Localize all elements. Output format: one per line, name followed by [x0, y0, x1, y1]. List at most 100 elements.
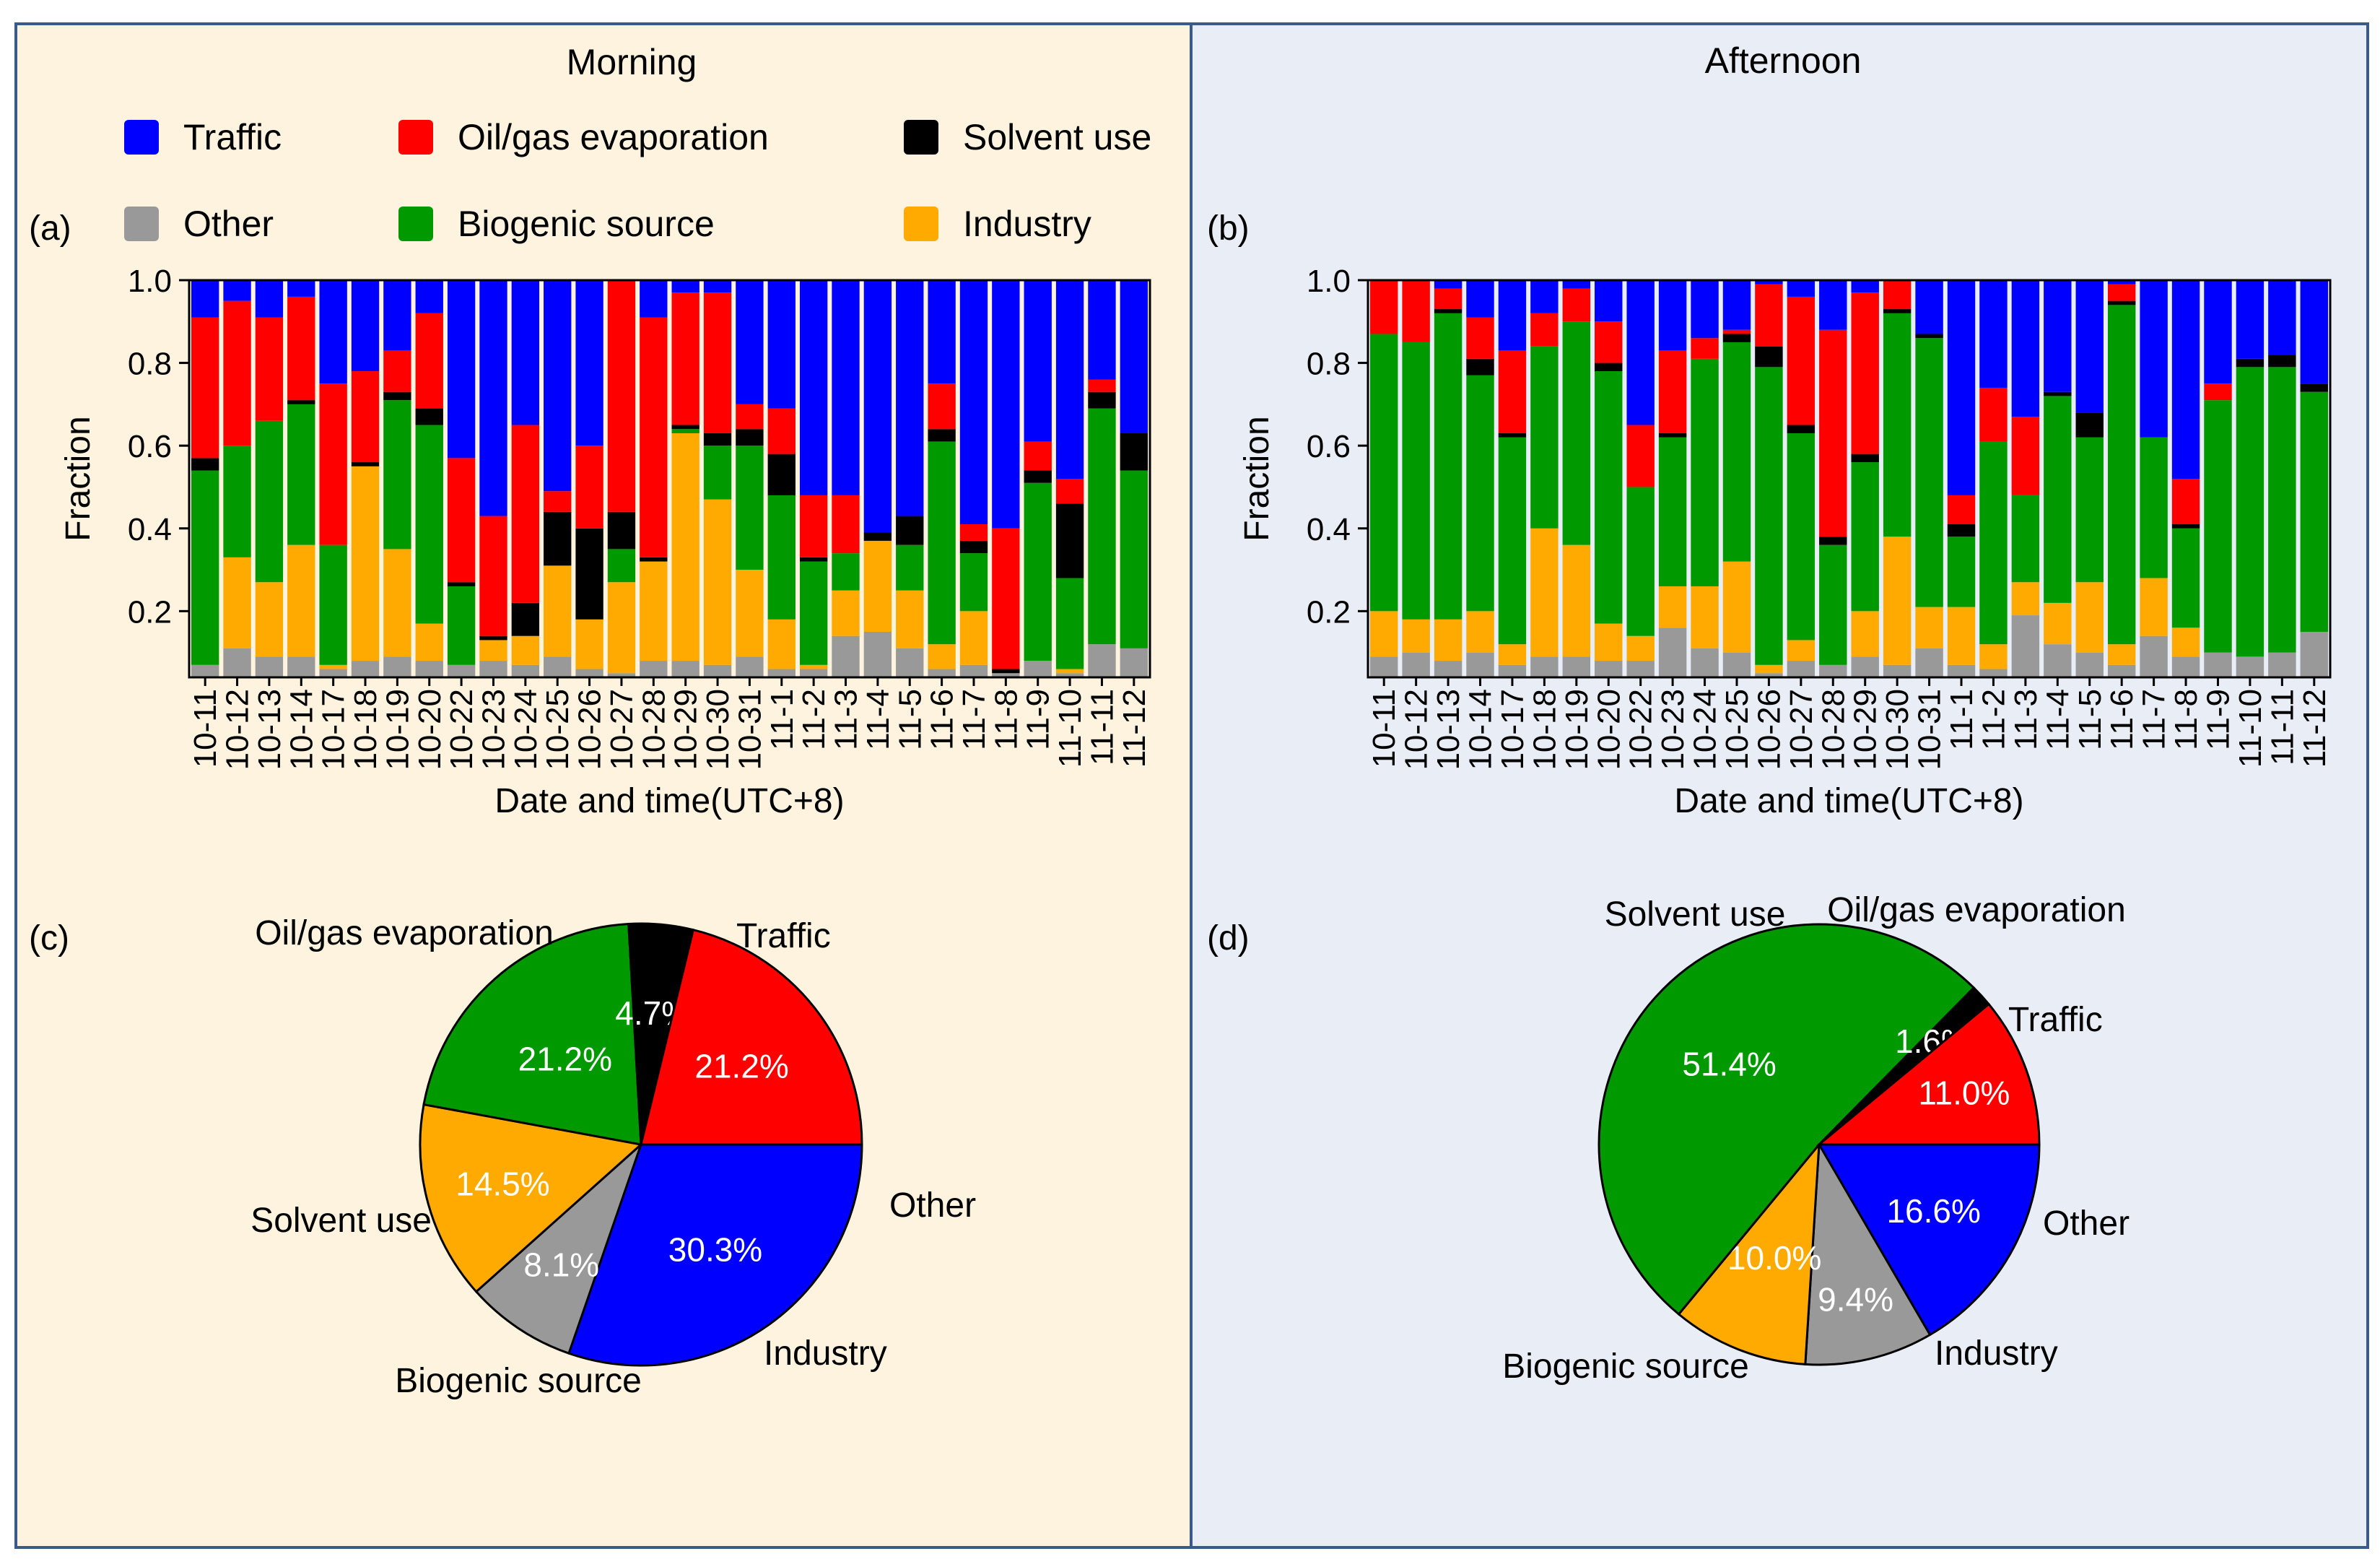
bar-10-29-biogenic	[1851, 462, 1879, 612]
bar-10-23-solvent	[1658, 433, 1687, 438]
legend-swatch-industry	[904, 207, 938, 241]
bar-10-23-biogenic	[1658, 437, 1687, 586]
bar-10-30-industry	[703, 499, 732, 665]
x-tick-label: 10-25	[540, 689, 575, 770]
y-tick-label: 0.2	[1307, 594, 1351, 630]
bar-10-12-industry	[223, 557, 251, 648]
bar-10-23-solvent	[479, 635, 507, 640]
y-tick-label: 0.6	[1307, 429, 1351, 464]
x-tick-label: 10-23	[1655, 689, 1691, 770]
bar-11-6-industry	[2107, 644, 2136, 665]
bar-11-2-industry	[1979, 644, 2008, 669]
bar-10-29-oilgas	[671, 292, 699, 425]
bar-11-7-traffic	[959, 280, 988, 525]
bar-10-27-biogenic	[607, 549, 636, 583]
bar-11-1-industry	[767, 619, 795, 669]
bar-10-27-oilgas	[607, 280, 636, 512]
y-tick-label: 0.2	[128, 594, 172, 630]
bar-11-12-solvent	[1120, 433, 1148, 471]
bar-10-30-industry	[1883, 537, 1912, 665]
bar-11-8-solvent	[2171, 524, 2200, 529]
bar-10-31-oilgas	[736, 404, 764, 430]
bar-11-10-oilgas	[1055, 479, 1084, 504]
x-tick-label: 11-4	[860, 689, 896, 750]
plot-frame	[1366, 279, 2332, 679]
bar-10-30-biogenic	[1883, 313, 1912, 537]
bar-10-14-oilgas	[1466, 317, 1494, 359]
x-tick-label: 10-18	[1527, 689, 1562, 770]
bar-10-11-other	[1370, 656, 1398, 677]
x-tick-label: 10-11	[1366, 689, 1402, 768]
bar-11-8-other	[2171, 656, 2200, 677]
bar-10-12-industry	[1402, 619, 1430, 653]
y-tick-label: 0.4	[128, 512, 172, 547]
bar-10-14-other	[1466, 652, 1494, 678]
bar-10-31-traffic	[1915, 280, 1943, 334]
bar-10-28-traffic	[640, 280, 668, 318]
bar-11-1-other	[1947, 664, 1976, 677]
bar-10-19-solvent	[383, 391, 411, 401]
bar-10-11-solvent	[191, 458, 219, 471]
bar-11-2-other	[799, 669, 828, 677]
bar-10-17-biogenic	[1498, 437, 1527, 645]
bar-10-17-other	[319, 669, 347, 677]
legend-label-industry: Industry	[963, 204, 1091, 244]
bar-11-3-traffic	[2011, 280, 2040, 417]
bar-10-18-traffic	[1530, 280, 1559, 313]
bar-10-30-solvent	[703, 433, 732, 446]
plot-frame	[188, 279, 1151, 679]
bar-10-27-other	[607, 673, 636, 677]
bar-10-25-oilgas	[1722, 329, 1751, 334]
y-tick-label: 0.8	[128, 347, 172, 382]
bar-11-9-other	[1024, 661, 1052, 677]
x-axis-label: Date and time(UTC+8)	[1674, 782, 2023, 820]
bar-11-4-other	[863, 631, 892, 677]
bar-11-1-biogenic	[767, 495, 795, 620]
bar-10-17-traffic	[319, 280, 347, 384]
x-tick-label: 11-12	[1117, 689, 1152, 768]
bar-10-18-oilgas	[1530, 313, 1559, 347]
x-tick-label: 10-22	[444, 689, 479, 770]
x-tick-label: 10-12	[220, 689, 256, 770]
x-tick-label: 10-14	[1463, 689, 1499, 770]
x-tick-label: 10-26	[1751, 689, 1787, 770]
bar-10-27-solvent	[607, 511, 636, 550]
bar-10-20-oilgas	[1595, 321, 1623, 363]
bar-11-11-traffic	[1088, 280, 1116, 380]
bar-11-9-traffic	[1024, 280, 1052, 442]
x-tick-label: 11-7	[2137, 689, 2172, 750]
bar-10-19-oilgas	[1562, 288, 1591, 322]
bar-10-24-biogenic	[1691, 358, 1719, 586]
bar-11-7-traffic	[2140, 280, 2168, 438]
bar-10-18-industry	[1530, 528, 1559, 657]
pie-label-traffic: Traffic	[736, 917, 831, 955]
bar-11-2-oilgas	[799, 495, 828, 557]
bar-10-12-oilgas	[223, 300, 251, 446]
pie-slice-other	[474, 1141, 644, 1355]
bar-10-18-other	[351, 661, 380, 677]
bar-10-17-solvent	[1498, 433, 1527, 438]
bar-11-1-solvent	[767, 453, 795, 495]
bar-10-29-other	[671, 661, 699, 677]
bar-10-26-industry	[575, 619, 603, 669]
x-tick-label: 11-1	[1944, 689, 1979, 750]
bar-10-14-oilgas	[287, 296, 315, 401]
bar-10-29-solvent	[671, 425, 699, 430]
x-tick-label: 11-10	[2233, 689, 2268, 768]
bar-10-26-industry	[1755, 664, 1783, 674]
bar-10-29-traffic	[1851, 280, 1879, 293]
bar-10-26-biogenic	[1755, 367, 1783, 665]
legend-label-other: Other	[183, 204, 274, 244]
x-tick-label: 10-22	[1623, 689, 1659, 770]
bar-11-9-biogenic	[2204, 400, 2232, 653]
pie-slice-biogenic	[1597, 923, 1976, 1316]
bar-10-20-industry	[415, 623, 443, 661]
bar-11-2-traffic	[1979, 280, 2008, 388]
x-tick-label: 11-5	[2072, 689, 2108, 750]
pie-slice-industry	[419, 1103, 644, 1293]
x-tick-label: 10-18	[348, 689, 383, 770]
x-tick-label: 10-28	[1815, 689, 1851, 770]
bar-11-5-biogenic	[896, 544, 924, 591]
bar-10-30-solvent	[1883, 309, 1912, 313]
x-tick-label: 10-24	[1688, 689, 1723, 770]
